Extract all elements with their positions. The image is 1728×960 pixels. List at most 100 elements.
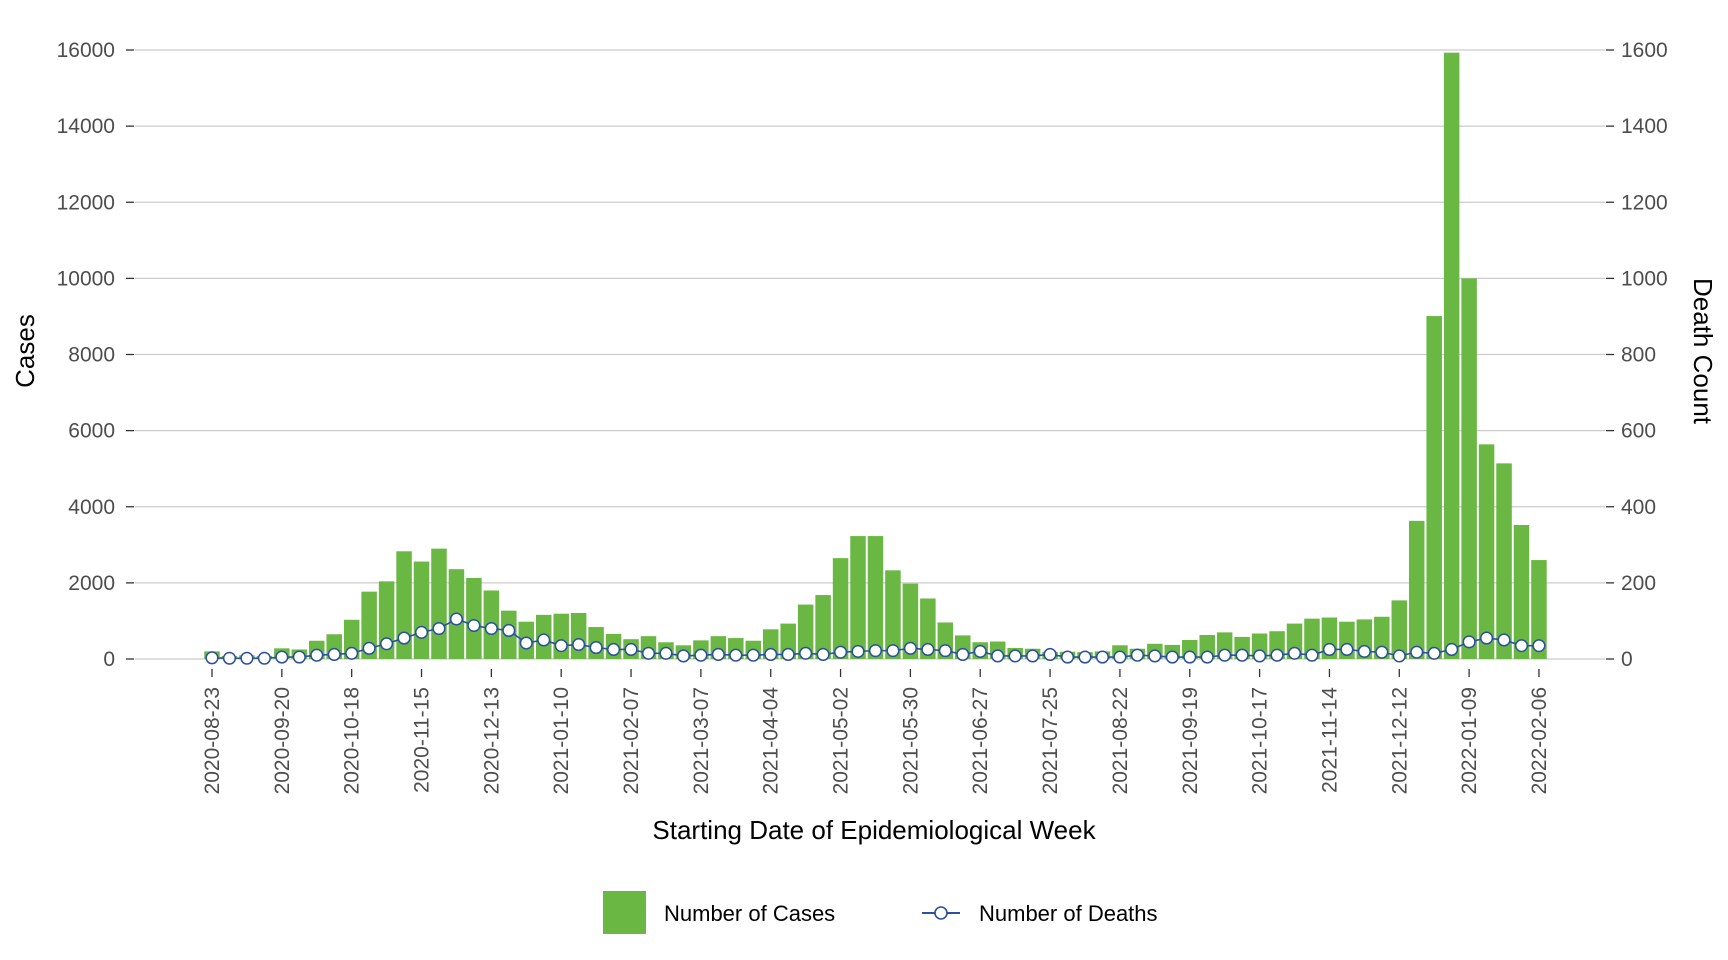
case-bar [832,558,849,659]
death-point [1235,648,1249,662]
death-point [240,651,254,665]
death-point [432,622,446,636]
x-tick-label: 2021-08-22 [1109,687,1132,794]
case-bar [1408,520,1425,659]
death-point [1375,645,1389,659]
y2-tick-label: 600 [1621,420,1656,443]
right-axis-ticks: 0 200 400 600 800 1000 1200 1400 1600 [1606,39,1668,671]
y-tick-label: 16000 [57,39,115,62]
case-bar [570,612,587,659]
death-point [1410,645,1424,659]
death-point [589,641,603,655]
x-tick-label: 2020-10-18 [341,687,364,794]
x-tick-label: 2021-04-04 [760,687,783,795]
death-point [1357,644,1371,658]
death-point [886,644,900,658]
case-bar [1443,52,1460,660]
death-point [1008,649,1022,663]
death-point [973,644,987,658]
death-point [397,631,411,645]
case-bar [1531,560,1547,659]
death-point [1287,646,1302,660]
death-point [275,650,289,664]
death-point [449,612,463,626]
death-point [1462,635,1476,649]
death-point [1095,650,1110,664]
death-point [292,650,306,664]
x-axis-title: Starting Date of Epidemiological Week [652,815,1096,845]
death-point [345,646,359,660]
death-point [816,647,830,661]
death-point [903,641,917,655]
death-point [519,636,533,650]
death-point [502,623,516,638]
x-tick-label: 2022-01-09 [1458,687,1481,794]
death-point [624,642,638,657]
death-point [467,618,481,633]
case-bar [885,570,901,659]
death-line [205,612,1546,665]
death-point [484,622,498,636]
death-point [1340,642,1354,657]
y2-tick-label: 400 [1621,496,1656,519]
death-point [799,646,813,660]
death-point [414,625,429,639]
case-bar [1426,316,1442,659]
case-bar [361,591,377,659]
case-bar [413,561,430,659]
y-tick-label: 4000 [68,496,115,519]
death-point [956,647,970,661]
y2-tick-label: 0 [1621,648,1633,671]
death-point [921,642,935,657]
case-bar [396,551,412,659]
x-tick-label: 2021-09-19 [1179,687,1202,794]
case-bar [1304,618,1320,659]
y-tick-label: 12000 [57,191,115,214]
case-bar [1391,600,1408,659]
y-tick-label: 10000 [57,267,115,290]
death-point [834,645,848,659]
death-point [1165,650,1179,664]
y2-tick-label: 1000 [1621,267,1668,290]
death-point [380,637,394,651]
case-bar [1478,444,1495,659]
legend: Number of Cases Number of Deaths [603,891,1158,934]
legend-swatch-cases [603,891,646,934]
death-point [1130,648,1144,662]
death-point [1183,650,1197,664]
death-point [851,644,865,658]
case-bar [867,536,884,659]
death-point [746,648,760,662]
y-tick-label: 0 [103,648,115,671]
y-tick-label: 8000 [68,344,115,367]
death-point [205,651,219,665]
death-point [572,637,586,652]
death-point [1043,647,1057,661]
y2-tick-label: 800 [1621,344,1656,367]
death-point [1078,650,1092,664]
x-tick-label: 2022-02-06 [1528,687,1551,794]
death-point [694,648,708,662]
death-point [991,649,1005,663]
death-point [362,641,376,655]
death-point [1270,648,1284,662]
death-point [1148,649,1162,663]
y-tick-label: 14000 [57,115,115,138]
x-tick-label: 2021-03-07 [690,687,713,794]
y-tick-label: 2000 [68,572,115,595]
death-point [1392,649,1406,663]
death-point [1322,642,1336,657]
legend-label-cases: Number of Cases [664,901,835,926]
death-point [327,647,341,661]
x-tick-label: 2021-12-12 [1388,687,1411,794]
case-bar [1513,525,1530,659]
case-bar [815,595,831,659]
death-point [1305,648,1319,662]
death-point [729,648,743,662]
death-point [554,639,568,653]
death-point [1253,649,1267,663]
x-tick-label: 2021-05-02 [830,687,853,794]
legend-label-deaths: Number of Deaths [979,901,1158,926]
legend-swatch-deaths-marker [934,906,948,920]
